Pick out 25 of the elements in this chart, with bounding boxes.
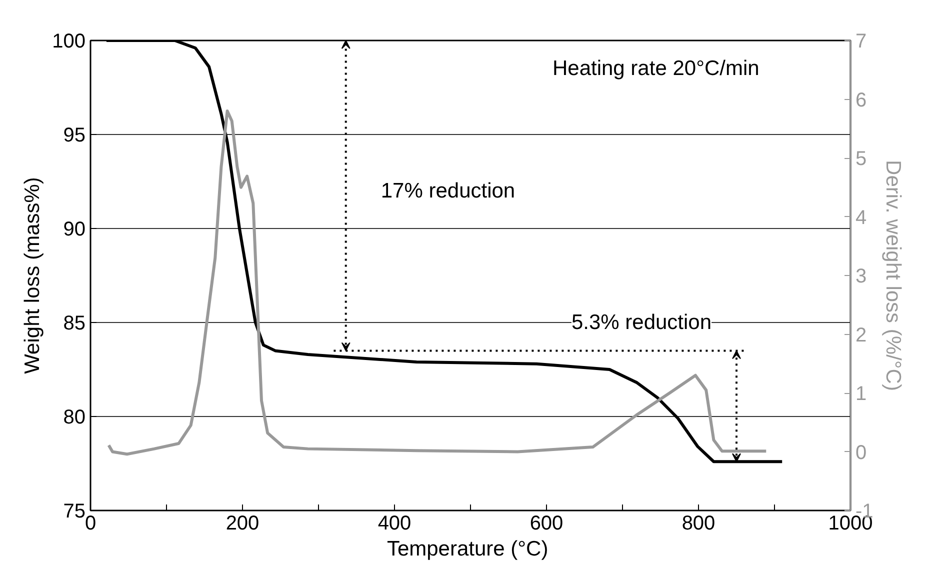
- annotation: 17% reduction: [380, 179, 516, 202]
- y2-tick-label: 4: [856, 206, 867, 229]
- y2-axis-title: Deriv. weight loss (%/°C): [881, 160, 904, 391]
- y2-tick-label: 0: [856, 442, 867, 464]
- x-tick-label: 400: [378, 512, 412, 534]
- y-tick-label: 85: [63, 312, 86, 334]
- y-tick-label: 100: [52, 30, 86, 52]
- y2-tick-label: 6: [856, 89, 867, 112]
- y-axis-title: Weight loss (mass%): [21, 177, 44, 374]
- y2-tick-label: 1: [856, 383, 867, 405]
- x-tick-label: 200: [226, 512, 260, 534]
- x-tick-label: 0: [84, 512, 96, 534]
- y2-tick-label: 7: [856, 30, 867, 52]
- x-tick-label: 800: [682, 512, 716, 534]
- y-tick-label: 95: [63, 124, 86, 146]
- annotation: Heating rate 20°C/min: [552, 57, 760, 80]
- y-tick-label: 90: [63, 218, 86, 240]
- y-tick-label: 75: [63, 500, 86, 522]
- x-tick-label: 600: [530, 512, 564, 534]
- y-tick-label: 80: [63, 406, 86, 428]
- y2-tick-label: 2: [856, 324, 867, 346]
- y2-tick-label: 3: [856, 266, 867, 288]
- x-axis-title: Temperature (°C): [386, 538, 548, 560]
- annotation: 5.3% reduction: [571, 311, 712, 334]
- y2-tick-label: 5: [856, 148, 867, 170]
